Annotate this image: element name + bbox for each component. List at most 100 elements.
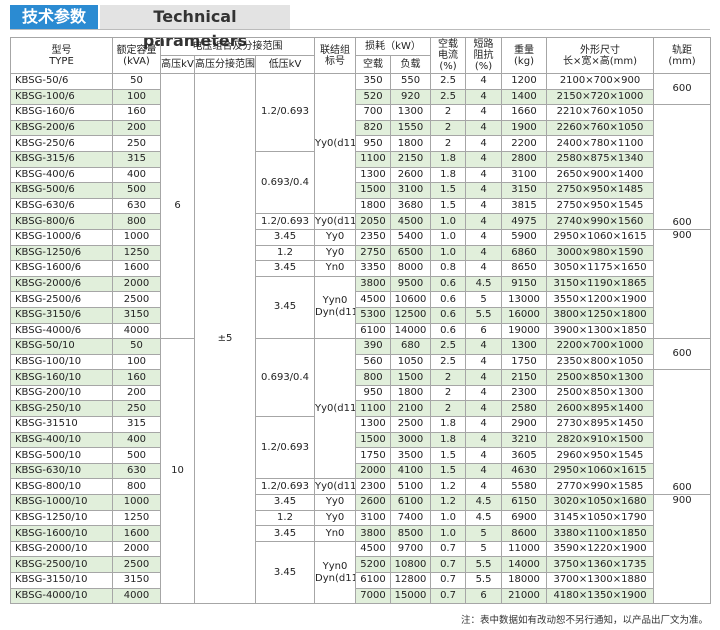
- column-header: 外形尺寸 长×宽×高(mm): [546, 37, 655, 74]
- data-row: KBSG-2000/620003.45Yyn0Dyn(d11)380095000…: [10, 275, 711, 340]
- table-cell: 550: [390, 73, 432, 90]
- table-cell: 1.0: [430, 525, 467, 542]
- table-cell: 2: [430, 384, 467, 402]
- cell-line: Yyn0: [322, 295, 348, 307]
- table-cell: 400: [112, 431, 161, 449]
- table-cell: 3100: [390, 182, 432, 199]
- table-cell: 4500: [390, 213, 432, 230]
- table-cell: 600: [653, 104, 712, 230]
- table-cell: 2260×760×1050: [546, 119, 655, 137]
- table-cell: KBSG-50/6: [10, 73, 113, 90]
- table-cell: 680: [390, 338, 432, 355]
- table-cell: 3150: [112, 572, 161, 589]
- table-cell: 2: [430, 119, 467, 137]
- table-cell: 3145×1050×1790: [546, 509, 655, 527]
- table-cell: 0.6: [430, 275, 467, 293]
- table-cell: 13000: [501, 291, 548, 308]
- table-cell: 0.7: [430, 572, 467, 589]
- table-cell: KBSG-800/6: [10, 213, 113, 230]
- data-row: KBSG-1000/10 1000 3.45 Yy0 2600 6100 1.2 4.5 615…: [10, 494, 712, 605]
- table-cell: 2200×700×1000: [546, 338, 655, 355]
- table-cell: 1500: [390, 369, 432, 386]
- data-row: KBSG-160/6 160 700 1300 2 4 1660 2210×760×1050 6…: [10, 104, 712, 230]
- table-cell: KBSG-400/6: [10, 166, 113, 184]
- subcolumn-header: 负载: [390, 55, 432, 74]
- data-row: KBSG-2000/1020003.45Yyn0Dyn(d11)45009700…: [10, 540, 711, 605]
- table-cell: 1.2/0.693: [254, 416, 316, 480]
- header-row: 型号 TYPE 额定容量 (kVA) 电压组合及分接范围 联结组 标号 损耗（kW） 空载 电流(…: [10, 37, 712, 74]
- table-cell: 0.6: [430, 322, 467, 340]
- table-cell: KBSG-400/10: [10, 431, 113, 449]
- table-cell: 2900: [501, 416, 548, 433]
- table-cell: 0.7: [430, 556, 467, 573]
- table-cell: 950: [355, 135, 392, 152]
- table-cell: KBSG-315/6: [10, 150, 113, 168]
- table-cell: Yy0: [314, 494, 357, 511]
- table-cell: 0.6: [430, 306, 467, 324]
- table-cell: 4: [465, 228, 503, 246]
- cell-line: 型号: [51, 44, 72, 56]
- table-cell: KBSG-800/10: [10, 478, 113, 496]
- table-cell: 560: [355, 353, 392, 371]
- table-cell: 390: [355, 338, 392, 355]
- table-cell: 5580: [501, 478, 548, 496]
- data-row: KBSG-500/6 500 1500 3100 1.5 4 3150 2750×950×14…: [10, 182, 711, 199]
- table-cell: 1050: [390, 353, 432, 371]
- table-cell: 6: [465, 587, 503, 605]
- table-cell: 1500: [355, 431, 392, 449]
- table-cell: 3100: [501, 166, 548, 184]
- table-cell: 1.8: [430, 416, 467, 433]
- table-cell: 16000: [501, 306, 548, 324]
- table-cell: 9500: [390, 275, 432, 293]
- table-cell: 400: [112, 166, 161, 184]
- table-cell: 3.45: [254, 525, 316, 542]
- table-cell: 3590×1220×1900: [546, 540, 655, 558]
- table-cell: 2500: [112, 291, 161, 308]
- table-cell: 4: [465, 150, 503, 168]
- table-cell: 250: [112, 400, 161, 418]
- cell-line: Yyn0: [322, 560, 348, 572]
- table-cell: 3150×1190×1865: [546, 275, 655, 293]
- table-cell: 4.5: [465, 509, 503, 527]
- table-cell: 1800: [355, 197, 392, 215]
- table-cell: 4: [465, 88, 503, 106]
- table-cell: 1.0: [430, 509, 467, 527]
- table-cell: 1.5: [430, 197, 467, 215]
- table-cell: 6: [160, 72, 195, 340]
- table-cell: 2.5: [430, 73, 467, 90]
- parameters-table: 型号 TYPE 额定容量 (kVA) 电压组合及分接范围 联结组 标号 损耗（kW） 空载 电流(…: [10, 37, 712, 605]
- table-cell: 1.2: [430, 494, 467, 511]
- data-row: KBSG-1600/10 1600 3.45 Yn0 3800 8500 1.0 5 8600 3…: [10, 525, 711, 542]
- data-row: KBSG-4000/6 4000 6100 14000 0.6 6 19000 3900×13…: [10, 322, 711, 340]
- table-cell: 1800: [390, 135, 432, 152]
- table-cell: 2: [430, 135, 467, 152]
- table-cell: 200: [112, 119, 161, 137]
- table-cell: 2350×800×1050: [546, 353, 655, 371]
- table-cell: 50: [112, 338, 161, 355]
- table-cell: 5: [465, 291, 503, 308]
- table-cell: 6500: [390, 244, 432, 262]
- table-cell: 50: [112, 73, 161, 90]
- table-cell: 3680: [390, 197, 432, 215]
- column-header: 空载 电流 (%): [430, 37, 467, 74]
- table-cell: 1250: [112, 509, 161, 527]
- table-cell: KBSG-4000/10: [10, 587, 113, 605]
- cell-line: 外形尺寸: [580, 44, 621, 56]
- data-row: KBSG-250/6 250 950 1800 2 4 2200 2400×780×1100: [10, 135, 711, 152]
- data-row: KBSG-50/1050100.693/0.4Yy0(d11)3906802.5…: [10, 338, 712, 605]
- column-header: 联结组 标号: [314, 37, 357, 74]
- table-cell: KBSG-2500/6: [10, 291, 113, 308]
- table-cell: 5.5: [465, 572, 503, 589]
- table-cell: 2300: [501, 384, 548, 402]
- column-header: 重量 (kg): [501, 37, 548, 74]
- table-cell: 2100×700×900: [546, 73, 655, 90]
- table-cell: 11000: [501, 540, 548, 558]
- table-cell: 1800: [390, 384, 432, 402]
- table-cell: 2: [430, 104, 467, 121]
- table-cell: 8500: [390, 525, 432, 542]
- table-cell: 3050×1175×1650: [546, 260, 655, 277]
- table-cell: 1500: [355, 182, 392, 199]
- table-cell: 2100: [390, 400, 432, 418]
